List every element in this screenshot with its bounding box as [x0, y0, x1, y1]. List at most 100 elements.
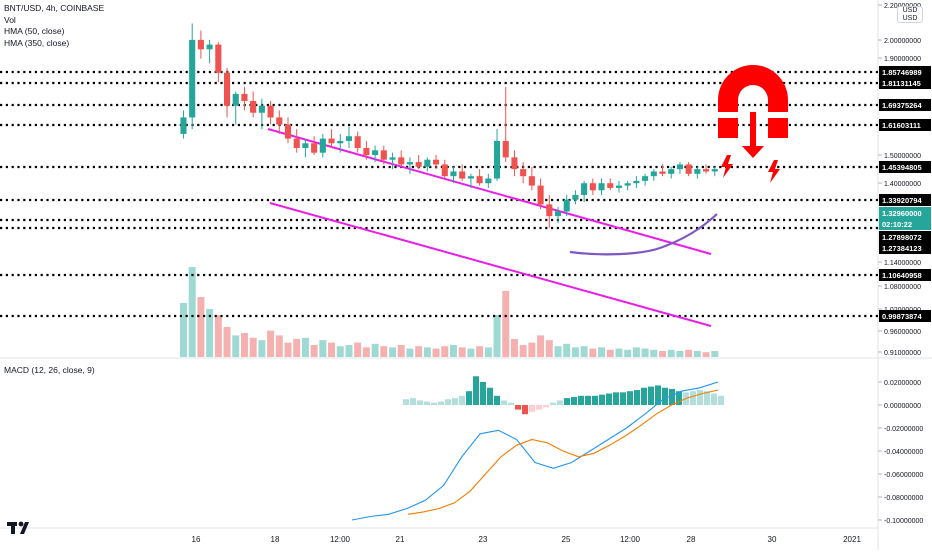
x-tick-label: 12:00: [330, 535, 351, 544]
macd-histogram-bar: [704, 391, 710, 405]
candle-body: [572, 194, 579, 200]
candle-body: [189, 39, 196, 118]
candle-body: [311, 143, 318, 153]
currency-button[interactable]: USD USD: [897, 6, 923, 23]
volume-bar: [676, 351, 684, 357]
price-tag-label: 02:10:22: [882, 220, 912, 229]
macd-histogram-bar: [529, 405, 535, 412]
macd-histogram-bar: [564, 398, 570, 405]
y-tick-label: 0.96000000: [884, 329, 921, 336]
volume-bar: [310, 345, 318, 357]
volume-bar: [615, 348, 623, 357]
price-tag: [879, 218, 931, 230]
candle-body: [546, 204, 553, 217]
candle-body: [302, 143, 309, 148]
volume-bar: [502, 291, 510, 357]
price-tag-label: 1.45394805: [882, 163, 922, 172]
macd-histogram-bar: [410, 398, 416, 405]
macd-histogram-bar: [466, 391, 472, 405]
candle-body: [372, 150, 379, 156]
price-tag: [879, 242, 931, 254]
candle-body: [459, 171, 466, 179]
volume-bar: [345, 345, 353, 357]
macd-histogram-bar: [508, 402, 514, 405]
chart-legend: BNT/USD, 4h, COINBASE Vol HMA (50, close…: [4, 3, 104, 49]
macd-histogram-bar: [431, 402, 437, 405]
macd-histogram-bar: [473, 376, 479, 405]
volume-bar: [711, 351, 719, 357]
candle-body: [485, 178, 492, 184]
candle-body: [520, 169, 527, 177]
volume-bar: [336, 346, 344, 357]
candle-body: [511, 157, 518, 170]
macd-histogram-bar: [620, 392, 626, 405]
macd-histogram-bar: [536, 405, 542, 410]
macd-histogram-bar: [501, 400, 507, 405]
candle-body: [537, 185, 544, 205]
volume-bar: [223, 327, 231, 357]
candle-body: [703, 169, 710, 172]
volume-bar: [458, 347, 466, 357]
macd-histogram-bar: [613, 392, 619, 405]
candle-body: [563, 199, 570, 212]
macd-histogram-bar: [459, 395, 465, 405]
macd-histogram-bar: [515, 405, 521, 410]
volume-bar: [693, 351, 701, 357]
candle-body: [293, 138, 300, 148]
macd-y-tick-label: -0.04000000: [884, 449, 923, 456]
price-tag: [879, 119, 931, 131]
candle-body: [493, 140, 501, 179]
macd-histogram-bar: [627, 391, 633, 405]
volume-bar: [232, 335, 240, 357]
price-tag-label: 1.69375264: [882, 101, 922, 110]
candle-body: [363, 147, 370, 156]
volume-bar: [493, 315, 501, 357]
macd-histogram-bar: [599, 394, 605, 405]
candle-body: [180, 117, 187, 134]
candle-body: [598, 183, 605, 191]
volume-bar: [650, 349, 658, 357]
volume-bar: [415, 346, 423, 357]
magnet-pole-right: [768, 118, 788, 138]
candle-body: [284, 124, 292, 139]
price-tag: [879, 207, 931, 219]
macd-histogram-bar: [494, 395, 500, 405]
channel-upper-line: [267, 128, 712, 255]
macd-histogram-bar: [403, 399, 409, 405]
candle-body: [589, 183, 596, 191]
candle-body: [215, 44, 222, 73]
volume-bar: [441, 346, 449, 357]
volume-bar: [258, 340, 266, 357]
macd-histogram-bar: [543, 405, 549, 408]
volume-bar: [423, 347, 431, 357]
volume-bar: [301, 337, 309, 357]
y-tick-label: 1.50000000: [884, 153, 921, 160]
price-tag: [879, 231, 931, 243]
hma350-line: [569, 213, 718, 256]
candle-body: [250, 100, 257, 113]
volume-bar: [284, 342, 292, 357]
macd-histogram-bar: [480, 382, 486, 405]
volume-bar: [528, 342, 536, 357]
tradingview-logo[interactable]: [6, 518, 34, 538]
macd-histogram-bar: [424, 401, 430, 405]
volume-bar: [659, 351, 666, 357]
macd-histogram-bar: [550, 402, 556, 405]
x-tick-label: 16: [192, 535, 201, 544]
macd-histogram-bar: [445, 399, 451, 405]
macd-histogram-bar: [641, 387, 647, 405]
candle-body: [633, 180, 640, 184]
price-tag-label: 1.32960000: [882, 209, 922, 218]
candle-body: [624, 183, 631, 186]
volume-bar: [406, 348, 414, 357]
volume-bar: [519, 345, 527, 357]
macd-histogram-bar: [669, 388, 675, 405]
price-tag-label: 1.27898072: [882, 233, 922, 242]
volume-bar: [589, 348, 597, 357]
x-tick-label: 21: [396, 535, 405, 544]
candle-body: [607, 183, 614, 188]
volume-bar: [598, 347, 606, 357]
macd-histogram-bar: [522, 405, 528, 415]
